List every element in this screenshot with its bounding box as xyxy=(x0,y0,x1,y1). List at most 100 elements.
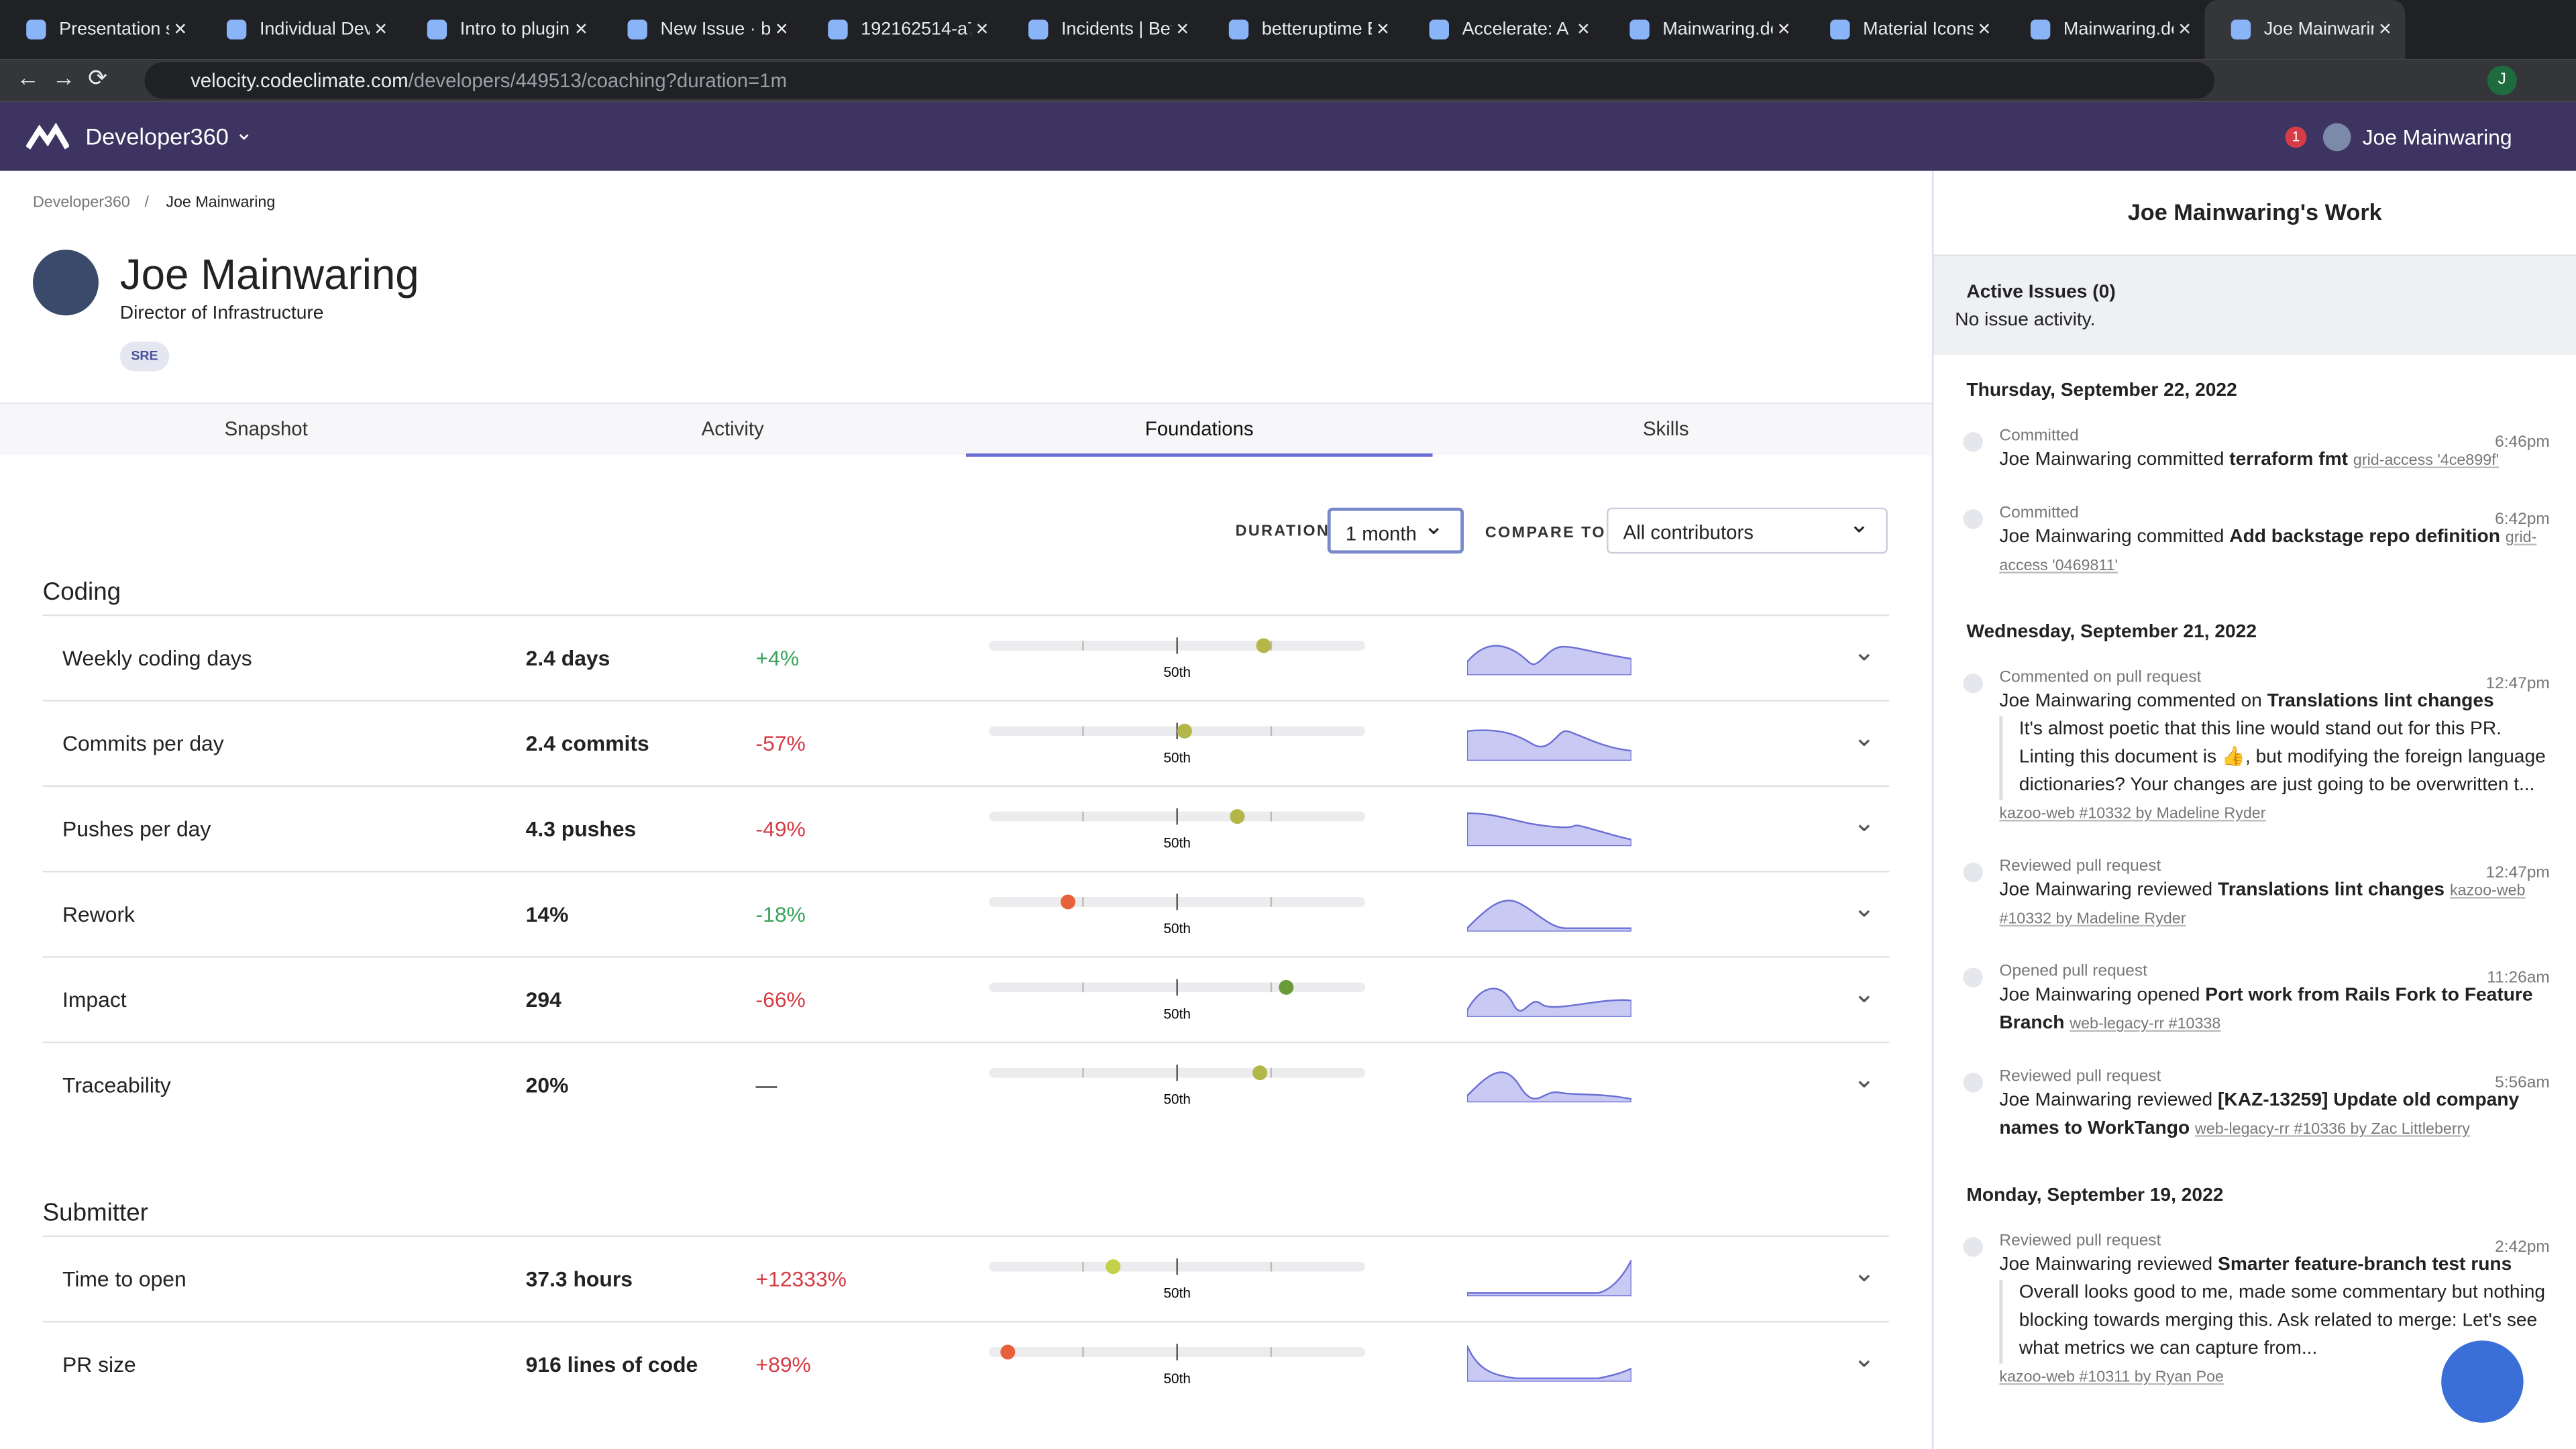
browser-tab[interactable]: Mainwaring.de xyxy=(2004,0,2205,59)
chat-button[interactable] xyxy=(2441,1340,2524,1423)
metric-row[interactable]: Weekly coding days 2.4 days +4% 50th ⌄ xyxy=(42,614,1890,700)
event-line: Joe Mainwaring reviewed Translations lin… xyxy=(1999,877,2549,933)
event-meta[interactable]: kazoo-web #10332 by Madeline Ryder xyxy=(1999,805,2266,823)
sparkline xyxy=(1466,812,1631,847)
event-icon xyxy=(1963,862,1983,883)
tab[interactable]: Snapshot xyxy=(224,417,308,441)
event-subject[interactable]: Translations lint changes xyxy=(2267,692,2494,712)
metric-row[interactable]: Pushes per day 4.3 pushes -49% 50th ⌄ xyxy=(42,785,1890,871)
profile-avatar[interactable]: J xyxy=(2487,65,2517,96)
browser-tab[interactable]: betteruptime E xyxy=(1203,0,1403,59)
metric-section: Submitter Time to open 37.3 hours +12333% 50… xyxy=(42,1199,1890,1407)
median-label: 50th xyxy=(1163,1092,1190,1108)
event-subject[interactable]: Port work from Rails Fork to Feature Bra… xyxy=(1999,985,2533,1034)
team-tag: SRE xyxy=(119,341,170,372)
dropdown-caret[interactable]: ⌄ xyxy=(235,119,253,145)
browser-tab[interactable]: Mainwaring.de xyxy=(1603,0,1804,59)
sparkline xyxy=(1466,645,1631,676)
metric-row[interactable]: Impact 294 -66% 50th ⌄ xyxy=(42,956,1890,1041)
activity-event: Reviewed pull request 12:47pm Joe Mainwari… xyxy=(1933,845,2576,950)
percentile-dot xyxy=(1106,1259,1121,1275)
metric-row[interactable]: Commits per day 2.4 commits -57% 50th ⌄ xyxy=(42,700,1890,785)
event-type: Committed xyxy=(1999,427,2079,445)
no-activity: No issue activity. xyxy=(1955,310,2096,331)
metric-row[interactable]: Rework 14% -18% 50th ⌄ xyxy=(42,870,1890,956)
metric-name: Impact xyxy=(62,987,127,1012)
sparkline-area xyxy=(1466,1345,1631,1382)
percentile-dot xyxy=(1061,894,1076,910)
metric-row[interactable]: Traceability 20% — 50th ⌄ xyxy=(42,1041,1890,1127)
notification-count[interactable]: 1 xyxy=(2285,126,2307,148)
metric-change: +89% xyxy=(755,1352,811,1377)
browser-tab[interactable]: New Issue · ba xyxy=(601,0,802,59)
expand-caret[interactable]: ⌄ xyxy=(1853,810,1876,838)
browser-tab[interactable]: 192162514-a7c xyxy=(802,0,1002,59)
event-subject[interactable]: Translations lint changes xyxy=(2218,880,2445,901)
event-meta[interactable]: grid-access '0469811' xyxy=(1999,529,2537,576)
event-meta[interactable]: web-legacy-rr #10336 by Zac Littleberry xyxy=(2195,1120,2470,1139)
percentile-slider: 50th xyxy=(989,979,1366,1022)
duration-select[interactable]: 1 month xyxy=(1327,504,1464,554)
event-type: Commented on pull request xyxy=(1999,668,2202,687)
percentile-slider: 50th xyxy=(989,722,1366,765)
compare-select[interactable]: All contributors xyxy=(1607,502,1888,554)
expand-caret[interactable]: ⌄ xyxy=(1853,639,1876,667)
metric-name: Commits per day xyxy=(62,731,224,756)
section-title: Submitter xyxy=(42,1199,148,1228)
event-subject[interactable]: Smarter feature-branch test runs xyxy=(2218,1255,2512,1275)
tab[interactable]: Foundations xyxy=(966,404,1433,457)
breadcrumb-link[interactable]: Developer360 xyxy=(32,193,130,212)
event-time: 11:26am xyxy=(2487,969,2550,987)
browser-tab[interactable]: Intro to plugins xyxy=(401,0,602,59)
browser-tab[interactable]: Individual Deve xyxy=(201,0,401,59)
event-meta[interactable]: kazoo-web #10311 by Ryan Poe xyxy=(1999,1368,2224,1387)
event-subject[interactable]: [KAZ-13259] Update old company names to … xyxy=(1999,1091,2520,1139)
event-comment: Overall looks good to me, made some comm… xyxy=(1999,1279,2549,1364)
tab-strip xyxy=(0,402,1933,455)
panel-title: Joe Mainwaring's Work xyxy=(1933,171,2576,257)
browser-tab[interactable]: Incidents | Bett xyxy=(1002,0,1203,59)
sparkline-area xyxy=(1466,900,1631,932)
tab[interactable]: Skills xyxy=(1642,417,1689,441)
percentile-dot xyxy=(1230,809,1245,824)
event-line: Joe Mainwaring opened Port work from Rai… xyxy=(1999,982,2549,1038)
app-header: Developer360 ⌄ 1 Joe Mainwaring xyxy=(0,101,2576,171)
event-meta[interactable]: grid-access '4ce899f' xyxy=(2353,451,2500,470)
percentile-slider: 50th xyxy=(989,1344,1366,1387)
event-icon xyxy=(1963,1237,1983,1257)
metric-name: PR size xyxy=(62,1352,136,1377)
app-name[interactable]: Developer360 xyxy=(85,123,229,150)
browser-tab[interactable]: Accelerate: A F xyxy=(1403,0,1603,59)
expand-caret[interactable]: ⌄ xyxy=(1853,1066,1876,1095)
metric-value: 2.4 commits xyxy=(525,731,649,756)
metric-name: Rework xyxy=(62,902,136,927)
expand-caret[interactable]: ⌄ xyxy=(1853,724,1876,753)
nav-buttons[interactable]: ← → ⟳ xyxy=(16,64,107,91)
event-line: Joe Mainwaring reviewed Smarter feature-… xyxy=(1999,1252,2549,1280)
event-meta[interactable]: kazoo-web #10332 by Madeline Ryder xyxy=(1999,882,2526,928)
browser-tab[interactable]: Presentation sl xyxy=(0,0,201,59)
browser-tab[interactable]: Material Icons xyxy=(1804,0,2004,59)
expand-caret[interactable]: ⌄ xyxy=(1853,895,1876,924)
expand-caret[interactable]: ⌄ xyxy=(1853,1345,1876,1374)
browser-tab[interactable]: Joe Mainwaring xyxy=(2204,0,2406,60)
address-bar: ← → ⟳ velocity.codeclimate.com/developer… xyxy=(0,59,2576,102)
tab[interactable]: Activity xyxy=(701,417,764,441)
url-field[interactable]: velocity.codeclimate.com/developers/4495… xyxy=(144,62,2215,99)
event-subject[interactable]: Add backstage repo definition xyxy=(2229,527,2500,547)
expand-caret[interactable]: ⌄ xyxy=(1853,981,1876,1009)
event-time: 6:42pm xyxy=(2495,511,2550,529)
metric-row[interactable]: PR size 916 lines of code +89% 50th ⌄ xyxy=(42,1320,1890,1406)
metric-row[interactable]: Time to open 37.3 hours +12333% 50th ⌄ xyxy=(42,1235,1890,1321)
metric-change: -57% xyxy=(755,731,806,756)
event-meta[interactable]: web-legacy-rr #10338 xyxy=(2070,1015,2221,1034)
work-panel: Joe Mainwaring's Work Active Issues (0) … xyxy=(1932,170,2576,1449)
metric-value: 2.4 days xyxy=(525,645,610,671)
median-label: 50th xyxy=(1163,836,1190,851)
user-name[interactable]: Joe Mainwaring xyxy=(2362,125,2512,150)
expand-caret[interactable]: ⌄ xyxy=(1853,1260,1876,1289)
median-label: 50th xyxy=(1163,921,1190,936)
event-action: Joe Mainwaring committed xyxy=(1999,527,2224,547)
event-subject[interactable]: terraform fmt xyxy=(2229,450,2349,470)
